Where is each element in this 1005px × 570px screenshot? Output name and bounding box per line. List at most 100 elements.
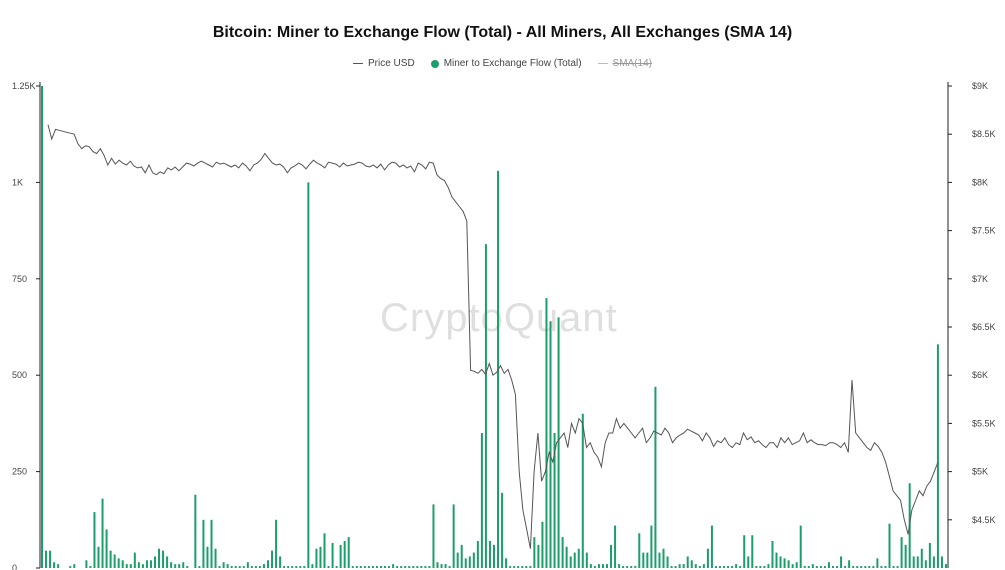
flow-bar	[129, 564, 132, 568]
left-tick-label: 0	[12, 563, 17, 570]
flow-bar	[593, 566, 596, 568]
flow-bar	[577, 548, 580, 568]
flow-bar	[416, 566, 419, 568]
legend-item-price[interactable]: Price USD	[353, 58, 415, 69]
flow-bar	[892, 566, 895, 568]
flow-bar	[238, 566, 241, 568]
flow-bar	[388, 566, 391, 568]
flow-bar	[690, 560, 693, 568]
flow-bar	[331, 542, 334, 568]
legend-item-sma[interactable]: SMA(14)	[597, 58, 652, 69]
flow-bar	[408, 566, 411, 568]
flow-bar	[626, 566, 629, 568]
flow-bar	[428, 566, 431, 568]
flow-bar	[751, 535, 754, 568]
flow-bar	[674, 566, 677, 568]
flow-bar	[767, 564, 770, 568]
legend-label-sma: SMA(14)	[612, 58, 652, 69]
flow-bar	[230, 566, 233, 568]
flow-bar	[271, 550, 274, 568]
flow-bar	[557, 317, 560, 568]
flow-bar	[936, 344, 939, 568]
flow-bar	[234, 566, 237, 568]
flow-bar	[420, 566, 423, 568]
flow-bar	[283, 566, 286, 568]
flow-bar	[117, 558, 120, 568]
flow-bar	[932, 556, 935, 568]
right-tick-label: $9K	[972, 81, 988, 91]
price-line	[47, 124, 939, 549]
flow-bar	[860, 566, 863, 568]
flow-bar	[125, 564, 128, 568]
flow-bar	[53, 562, 56, 568]
flow-bar	[868, 566, 871, 568]
flow-bar	[210, 519, 213, 568]
flow-bar	[896, 566, 899, 568]
right-tick-label: $4.5K	[972, 515, 996, 525]
flow-bar	[371, 566, 374, 568]
flow-bar	[464, 558, 467, 568]
flow-bar	[573, 552, 576, 568]
flow-bar	[444, 564, 447, 568]
left-tick-label: 1.25K	[12, 81, 36, 91]
flow-bar	[755, 566, 758, 568]
flow-bar	[763, 566, 766, 568]
flow-bar	[121, 560, 124, 568]
flow-bar	[262, 564, 265, 568]
flow-bar	[279, 556, 282, 568]
flow-bar	[89, 566, 92, 568]
flow-bar	[521, 566, 524, 568]
flow-bar	[622, 566, 625, 568]
flow-bar	[101, 498, 104, 568]
flow-bar	[787, 560, 790, 568]
flow-bar	[218, 566, 221, 568]
right-tick-label: $8.5K	[972, 129, 996, 139]
flow-bar	[888, 523, 891, 568]
flow-bar	[355, 566, 358, 568]
flow-bar	[303, 566, 306, 568]
flow-bar	[553, 433, 556, 568]
legend-item-flow[interactable]: Miner to Exchange Flow (Total)	[430, 58, 582, 69]
flow-bar	[343, 541, 346, 568]
flow-bar	[836, 566, 839, 568]
flow-bar	[363, 566, 366, 568]
flow-bar	[339, 544, 342, 568]
left-tick-label: 250	[12, 467, 27, 477]
flow-bar	[823, 566, 826, 568]
flow-bar	[803, 566, 806, 568]
flow-bar	[162, 550, 165, 568]
flow-bar	[916, 556, 919, 568]
flow-bar	[662, 548, 665, 568]
flow-bar	[634, 566, 637, 568]
flow-bar	[735, 564, 738, 568]
flow-bar	[819, 566, 822, 568]
flow-bar	[719, 566, 721, 568]
flow-bar	[658, 552, 661, 568]
flow-bar	[311, 564, 314, 568]
flow-bar	[93, 512, 96, 568]
flow-bar	[226, 564, 229, 568]
flow-bar	[614, 525, 617, 568]
legend: Price USD Miner to Exchange Flow (Total)…	[0, 58, 1005, 69]
flow-bar	[436, 562, 439, 568]
flow-bar	[533, 537, 536, 568]
flow-bar	[432, 504, 435, 568]
flow-bar	[884, 566, 887, 568]
flow-bar	[561, 537, 564, 568]
legend-label-flow: Miner to Exchange Flow (Total)	[443, 58, 582, 69]
flow-bar	[105, 529, 108, 568]
flow-bar	[206, 546, 209, 568]
flow-bar	[848, 560, 851, 568]
flow-bar	[41, 86, 43, 568]
flow-bar	[832, 566, 834, 568]
line-marker-icon	[353, 63, 363, 64]
flow-bar	[864, 566, 867, 568]
right-tick-label: $7K	[972, 274, 988, 284]
flow-bar	[900, 537, 903, 568]
flow-bar	[545, 298, 548, 568]
flow-bar	[505, 558, 508, 568]
flow-bar	[267, 560, 269, 568]
flow-bar	[686, 556, 689, 568]
flow-bar	[440, 564, 443, 568]
